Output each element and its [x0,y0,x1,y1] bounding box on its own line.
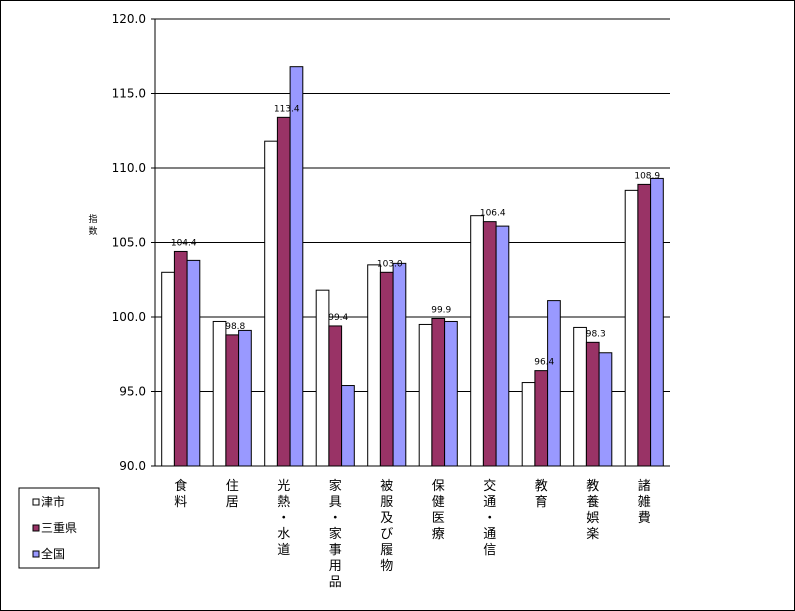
data-label: 99.4 [328,313,348,323]
x-category-label: 保健医療 [432,479,445,542]
bar [650,177,664,467]
x-category-label: 諸雑費 [638,478,651,526]
y-tick-label: 100.0 [112,310,146,324]
bar [444,320,458,467]
data-label: 98.3 [586,329,606,339]
bar [212,320,227,467]
y-tick-label: 110.0 [112,161,146,175]
x-category-label: 食料 [174,478,187,510]
bar [315,289,330,467]
data-label: 104.4 [171,238,197,248]
x-category-label: 教育 [535,478,548,510]
bar [328,325,343,467]
legend-swatch [32,524,40,532]
bar [238,329,252,467]
labels: 120.0 115.0 110.0 105.0 100.0 95.0 90.0 指数 104.4… [88,12,660,590]
bar [186,259,201,467]
bars [161,66,664,467]
bar [495,225,510,467]
bar [225,334,240,467]
bar [547,300,561,467]
bar [598,352,613,467]
y-tick-label: 115.0 [112,87,146,101]
legend-swatch [32,498,40,506]
x-category-label: 教養娯楽 [586,478,599,542]
legend-box [18,487,100,569]
data-label: 113.4 [274,104,300,114]
y-tick-label: 95.0 [119,385,146,399]
bar [392,262,407,467]
bar [521,382,536,467]
y-tick-label: 120.0 [112,12,146,26]
bar [482,221,497,467]
bar [585,341,600,467]
bar [379,271,394,467]
legend-swatch [32,550,40,558]
legend-label: 全国 [41,546,65,561]
data-label: 99.9 [431,305,451,315]
bar [161,271,175,467]
bar [534,370,549,467]
y-tick-label: 105.0 [112,236,146,250]
x-category-label: 家具・家事用品 [329,478,342,590]
data-label: 96.4 [534,358,554,368]
bar [624,189,639,467]
x-category-label: 光熱・水道 [277,479,290,558]
axes [151,18,670,467]
data-label: 103.0 [377,259,403,269]
bar [637,183,652,467]
data-label: 106.4 [480,209,506,219]
bar [289,66,304,467]
data-label: 108.9 [634,171,660,181]
y-tick-label: 90.0 [119,459,146,473]
bar [431,317,446,467]
y-axis-label: 指数 [88,213,97,237]
bar [173,250,188,467]
bar [264,140,278,467]
data-label: 98.8 [225,322,245,332]
legend-label: 三重県 [41,521,77,535]
bar [573,326,587,467]
x-category-label: 住居 [226,479,239,510]
x-category-label: 交通・通信 [483,478,496,558]
bar [470,215,484,467]
bar [367,264,381,467]
bar [276,116,291,467]
legend-label: 津市 [41,494,65,509]
bar [341,385,355,467]
bar [418,323,433,467]
x-category-label: 被服及び履物 [380,479,393,574]
